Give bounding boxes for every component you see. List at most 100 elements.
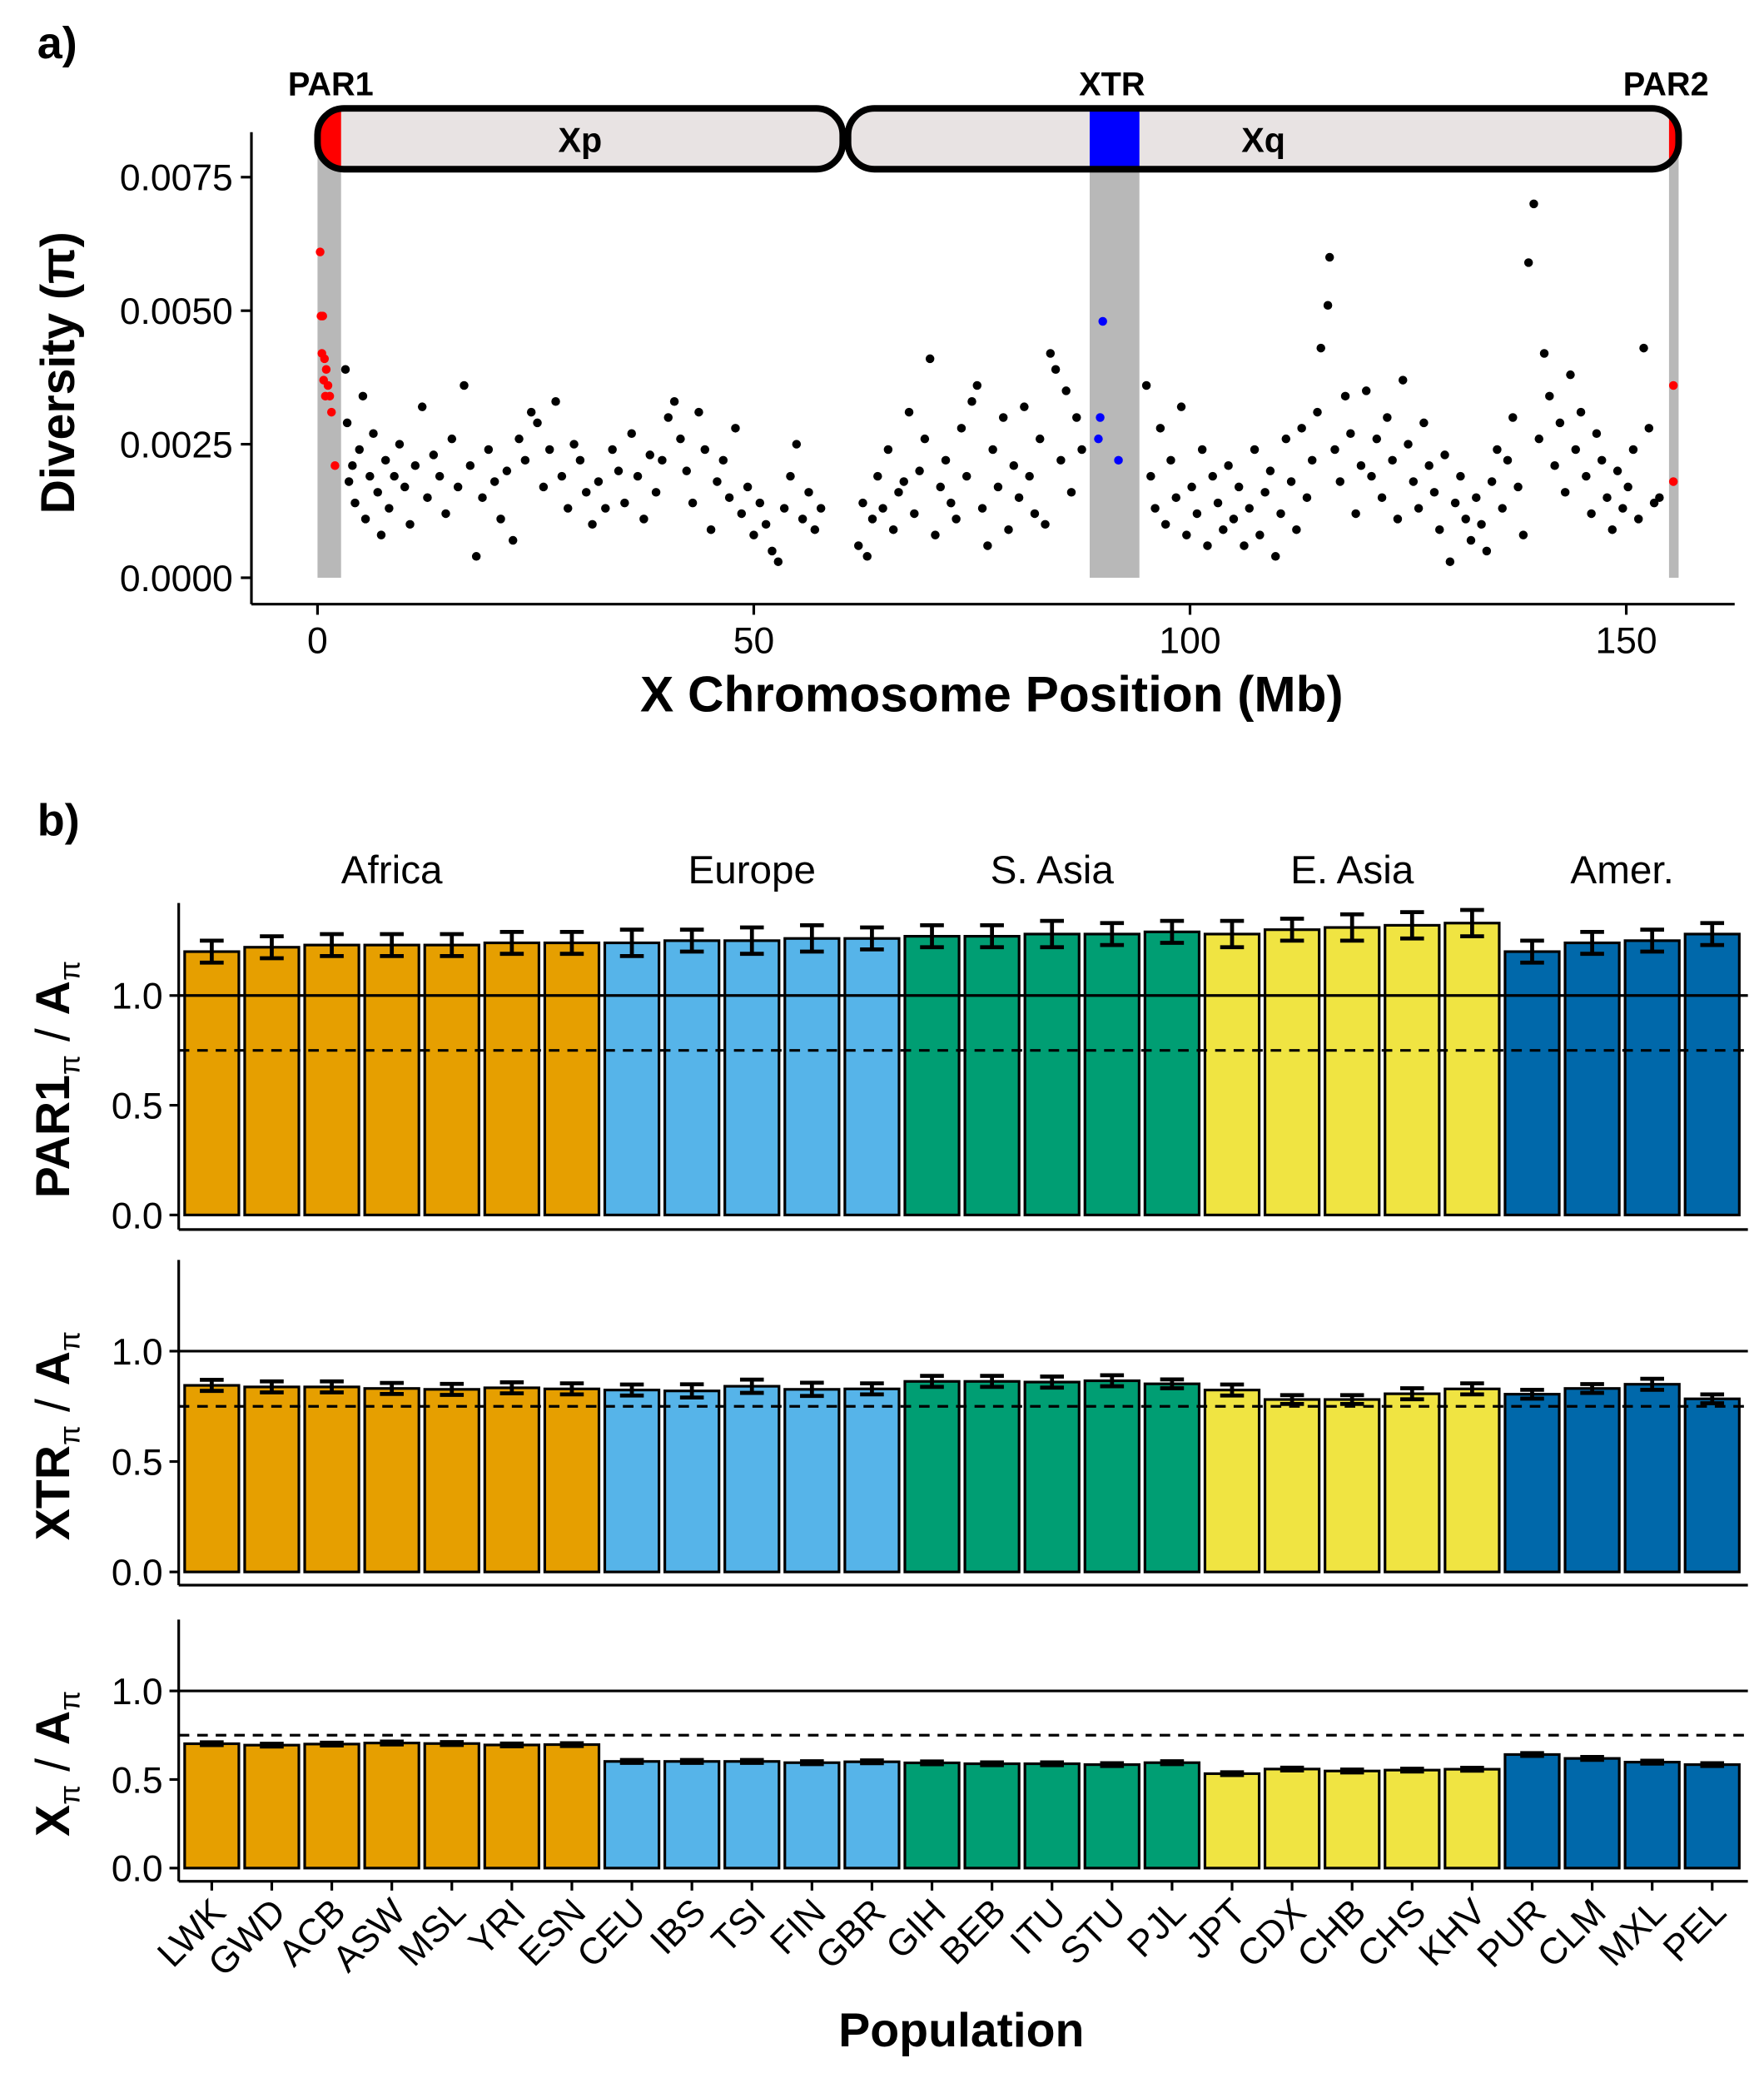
data-point-other (773, 557, 783, 566)
ylabel-slash: / (27, 1385, 80, 1425)
bar-gbr (843, 1387, 901, 1573)
data-point-other (883, 445, 893, 455)
bar-mxl (1623, 939, 1681, 1216)
bar-tsi (723, 939, 781, 1216)
data-point-other (1429, 488, 1439, 497)
bar-cdx (1263, 1767, 1321, 1870)
data-point-other (1487, 477, 1497, 486)
data-point-other (360, 515, 370, 524)
data-point-other (441, 509, 450, 519)
data-point-other (355, 445, 364, 455)
region-on-chromosome-par2 (1668, 108, 1679, 170)
data-point-other (1466, 535, 1476, 545)
data-point-other (962, 471, 971, 481)
data-point-other (737, 509, 747, 519)
data-point-other (1346, 429, 1355, 438)
bar-asw (363, 1742, 420, 1870)
bar-cdx (1263, 928, 1321, 1216)
x-tick-label-pur: PUR (1470, 1892, 1554, 1976)
ylabel-den: A (27, 981, 80, 1015)
data-point-other (952, 515, 961, 524)
data-point-other (1141, 380, 1151, 390)
data-point-par1 (330, 460, 340, 470)
data-point-other (1313, 407, 1322, 417)
data-point-other (1046, 349, 1056, 358)
data-point-par1 (326, 407, 336, 417)
data-point-other (862, 552, 872, 561)
ylabel-slash: / (27, 1015, 80, 1055)
bar-cdx (1263, 1398, 1321, 1573)
data-point-other (1051, 365, 1061, 374)
data-point-other (1281, 434, 1291, 444)
data-point-other (551, 397, 560, 406)
data-point-other (1208, 471, 1217, 481)
data-point-other (920, 434, 930, 444)
data-point-other (1166, 455, 1175, 465)
data-point-other (947, 498, 956, 508)
data-point-other (1612, 466, 1622, 475)
bar-acb (303, 1742, 360, 1870)
y-tick-label: 0.0050 (120, 291, 233, 332)
x-tick-label-pjl: PJL (1120, 1892, 1194, 1966)
data-point-other (620, 498, 629, 508)
bar-ibs (663, 1389, 721, 1573)
data-point-other (1534, 434, 1543, 444)
data-point-other (417, 402, 427, 411)
data-point-other (1072, 413, 1081, 422)
x-tick-label-cdx: CDX (1230, 1892, 1314, 1976)
data-point-other (400, 482, 410, 492)
y-tick-label: 1.0 (112, 977, 163, 1017)
data-point-other (700, 445, 710, 455)
bar-gbr (843, 1760, 901, 1870)
x-axis-title: X Chromosome Position (Mb) (640, 665, 1344, 722)
region-on-chromosome-xtr (1089, 108, 1140, 170)
data-point-other (496, 515, 505, 524)
data-point-par1 (325, 391, 335, 401)
data-point-other (1523, 258, 1533, 267)
x-tick-label-pel: PEL (1656, 1892, 1734, 1970)
x-tick-label-chs: CHS (1349, 1892, 1434, 1976)
data-point-other (1383, 413, 1392, 422)
data-point-other (1571, 445, 1581, 455)
x-tick-label-clm: CLM (1530, 1892, 1614, 1976)
bar-pjl (1143, 1761, 1201, 1870)
data-point-other (878, 504, 887, 513)
data-point-other (1176, 402, 1186, 411)
y-axis-title: Diversity (π) (32, 231, 85, 514)
data-point-other (1372, 434, 1382, 444)
arm-outline (844, 105, 1682, 173)
data-point-other (544, 445, 554, 455)
data-point-other (385, 504, 394, 513)
data-point-other (588, 519, 597, 529)
data-point-other (594, 477, 604, 486)
bar-chb (1324, 1398, 1381, 1573)
data-point-other (410, 460, 420, 470)
data-point-other (688, 498, 698, 508)
y-tick-label: 0.0075 (120, 158, 233, 199)
data-point-other (1529, 199, 1538, 209)
data-point-other (1265, 466, 1275, 475)
data-point-other (1361, 386, 1371, 395)
data-point-other (1020, 402, 1029, 411)
bar-yri (483, 941, 540, 1216)
data-point-other (1419, 418, 1429, 428)
ylabel-den-sub: π (54, 1331, 87, 1351)
region-label-par1: PAR1 (288, 66, 374, 102)
bar-pjl (1143, 1382, 1201, 1573)
bar-jpt (1203, 932, 1261, 1216)
bar-gwd (243, 1743, 301, 1870)
data-point-other (645, 450, 654, 460)
data-point-other (1649, 498, 1659, 508)
data-point-other (569, 440, 579, 449)
x-axis-title-population: Population (838, 2004, 1084, 2057)
data-point-other (1555, 418, 1565, 428)
data-point-other (460, 380, 469, 390)
data-point-other (1414, 504, 1424, 513)
bar-pur (1503, 950, 1561, 1216)
data-point-other (348, 460, 357, 470)
bar-mxl (1623, 1761, 1681, 1870)
data-point-par1 (316, 247, 325, 256)
x-tick-label-chb: CHB (1289, 1892, 1374, 1976)
data-point-other (1292, 524, 1301, 534)
data-point-other (1633, 515, 1643, 524)
